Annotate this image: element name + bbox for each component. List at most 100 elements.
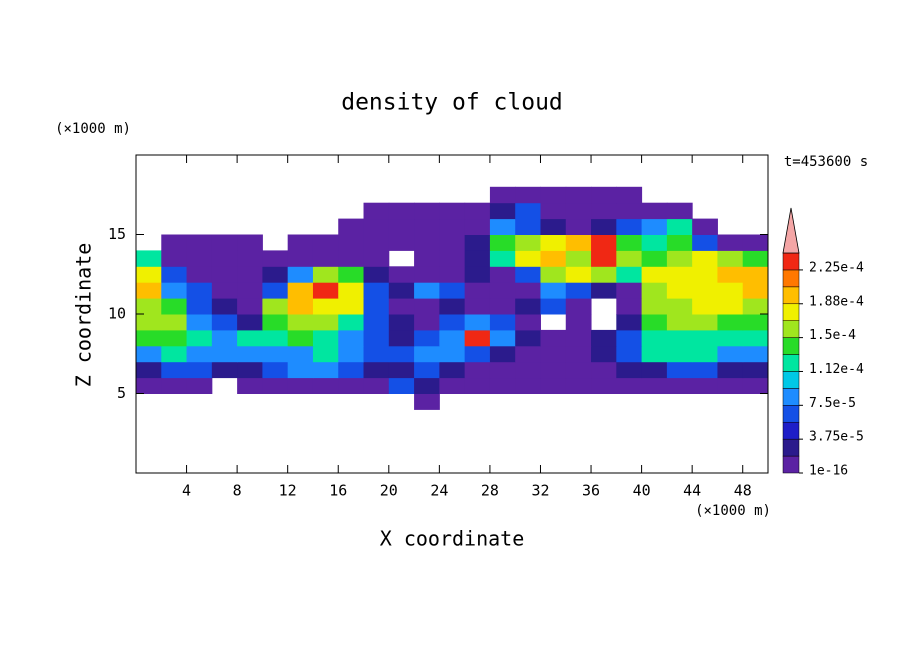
- contour-cell: [287, 361, 314, 379]
- contour-cell: [641, 282, 668, 299]
- contour-cell: [414, 377, 440, 394]
- contour-cell: [666, 345, 693, 363]
- contour-cell: [414, 202, 440, 220]
- contour-cell: [161, 361, 188, 379]
- contour-cell: [363, 298, 390, 315]
- contour-cell: [742, 282, 769, 299]
- contour-cell: [237, 377, 263, 394]
- contour-cell: [565, 202, 592, 220]
- contour-cell: [287, 345, 314, 363]
- contour-cell: [439, 345, 466, 363]
- contour-cell: [489, 361, 516, 379]
- y-tick-label: 15: [108, 225, 126, 243]
- contour-cell: [515, 202, 541, 220]
- contour-cell: [186, 250, 213, 267]
- contour-cell: [186, 234, 213, 251]
- contour-cell: [489, 266, 516, 283]
- x-tick-label: 24: [430, 482, 448, 500]
- contour-cell: [591, 250, 617, 267]
- contour-cell: [540, 202, 567, 220]
- contour-cell: [717, 234, 744, 251]
- contour-cell: [616, 218, 643, 235]
- contour-cell: [540, 266, 567, 283]
- contour-cell: [237, 266, 263, 283]
- contour-cell: [363, 345, 390, 363]
- contour-cell: [237, 282, 263, 299]
- contour-cell: [565, 218, 592, 235]
- colorbar-box: [782, 252, 800, 271]
- contour-cell: [136, 314, 162, 331]
- contour-cell: [742, 345, 769, 363]
- contour-cell: [186, 361, 213, 379]
- contour-cell: [388, 234, 415, 251]
- contour-cell: [540, 186, 567, 204]
- contour-cell: [565, 329, 592, 347]
- contour-cell: [338, 377, 365, 394]
- contour-cell: [641, 266, 668, 283]
- contour-cell: [692, 345, 718, 363]
- contour-cell: [414, 266, 440, 283]
- contour-cell: [414, 234, 440, 251]
- contour-cell: [616, 202, 643, 220]
- contour-cell: [641, 234, 668, 251]
- contour-cell: [211, 266, 238, 283]
- contour-cell: [666, 361, 693, 379]
- contour-cell: [641, 202, 668, 220]
- contour-cell: [161, 250, 188, 267]
- contour-cell: [186, 314, 213, 331]
- x-tick-label: 8: [233, 482, 242, 500]
- contour-cell: [186, 298, 213, 315]
- x-tick-label: 16: [329, 482, 347, 500]
- contour-cell: [439, 202, 466, 220]
- contour-cell: [211, 298, 238, 315]
- contour-cell: [717, 250, 744, 267]
- contour-cell: [161, 298, 188, 315]
- contour-cell: [186, 329, 213, 347]
- contour-cell: [692, 329, 718, 347]
- contour-cell: [439, 329, 466, 347]
- contour-cell: [414, 282, 440, 299]
- contour-cell: [287, 234, 314, 251]
- contour-cell: [186, 282, 213, 299]
- contour-cell: [414, 393, 440, 410]
- x-tick-label: 20: [380, 482, 398, 500]
- colorbar-box: [782, 371, 800, 389]
- contour-cell: [312, 234, 339, 251]
- contour-cell: [616, 377, 643, 394]
- contour-cell: [338, 329, 365, 347]
- colorbar-box: [782, 405, 800, 423]
- contour-cell: [641, 250, 668, 267]
- colorbar-tick-label: 1.88e-4: [809, 294, 864, 309]
- y-unit: (×1000 m): [55, 121, 131, 137]
- contour-cell: [312, 250, 339, 267]
- colorbar-box: [782, 269, 800, 288]
- x-unit: (×1000 m): [695, 503, 771, 519]
- contour-cell: [237, 345, 263, 363]
- colorbar-box: [782, 354, 800, 372]
- contour-cell: [565, 250, 592, 267]
- colorbar-tick-label: 1e-16: [809, 464, 848, 479]
- contour-cell: [287, 250, 314, 267]
- contour-cell: [262, 266, 289, 283]
- colorbar-tick-label: 1.12e-4: [809, 362, 864, 377]
- contour-cell: [540, 218, 567, 235]
- contour-cell: [262, 314, 289, 331]
- contour-cell: [641, 377, 668, 394]
- contour-cell: [464, 202, 491, 220]
- contour-cell: [363, 250, 390, 267]
- contour-cell: [717, 282, 744, 299]
- contour-cell: [237, 361, 263, 379]
- contour-cell: [161, 282, 188, 299]
- contour-cell: [565, 361, 592, 379]
- colorbar-tick-label: 7.5e-5: [809, 396, 856, 411]
- contour-cell: [591, 218, 617, 235]
- contour-cell: [565, 266, 592, 283]
- contour-cell: [641, 298, 668, 315]
- contour-cell: [161, 377, 188, 394]
- contour-cell: [692, 250, 718, 267]
- contour-cell: [692, 298, 718, 315]
- contour-cell: [186, 377, 213, 394]
- contour-cell: [186, 266, 213, 283]
- x-tick-label: 12: [279, 482, 297, 500]
- contour-cell: [363, 377, 390, 394]
